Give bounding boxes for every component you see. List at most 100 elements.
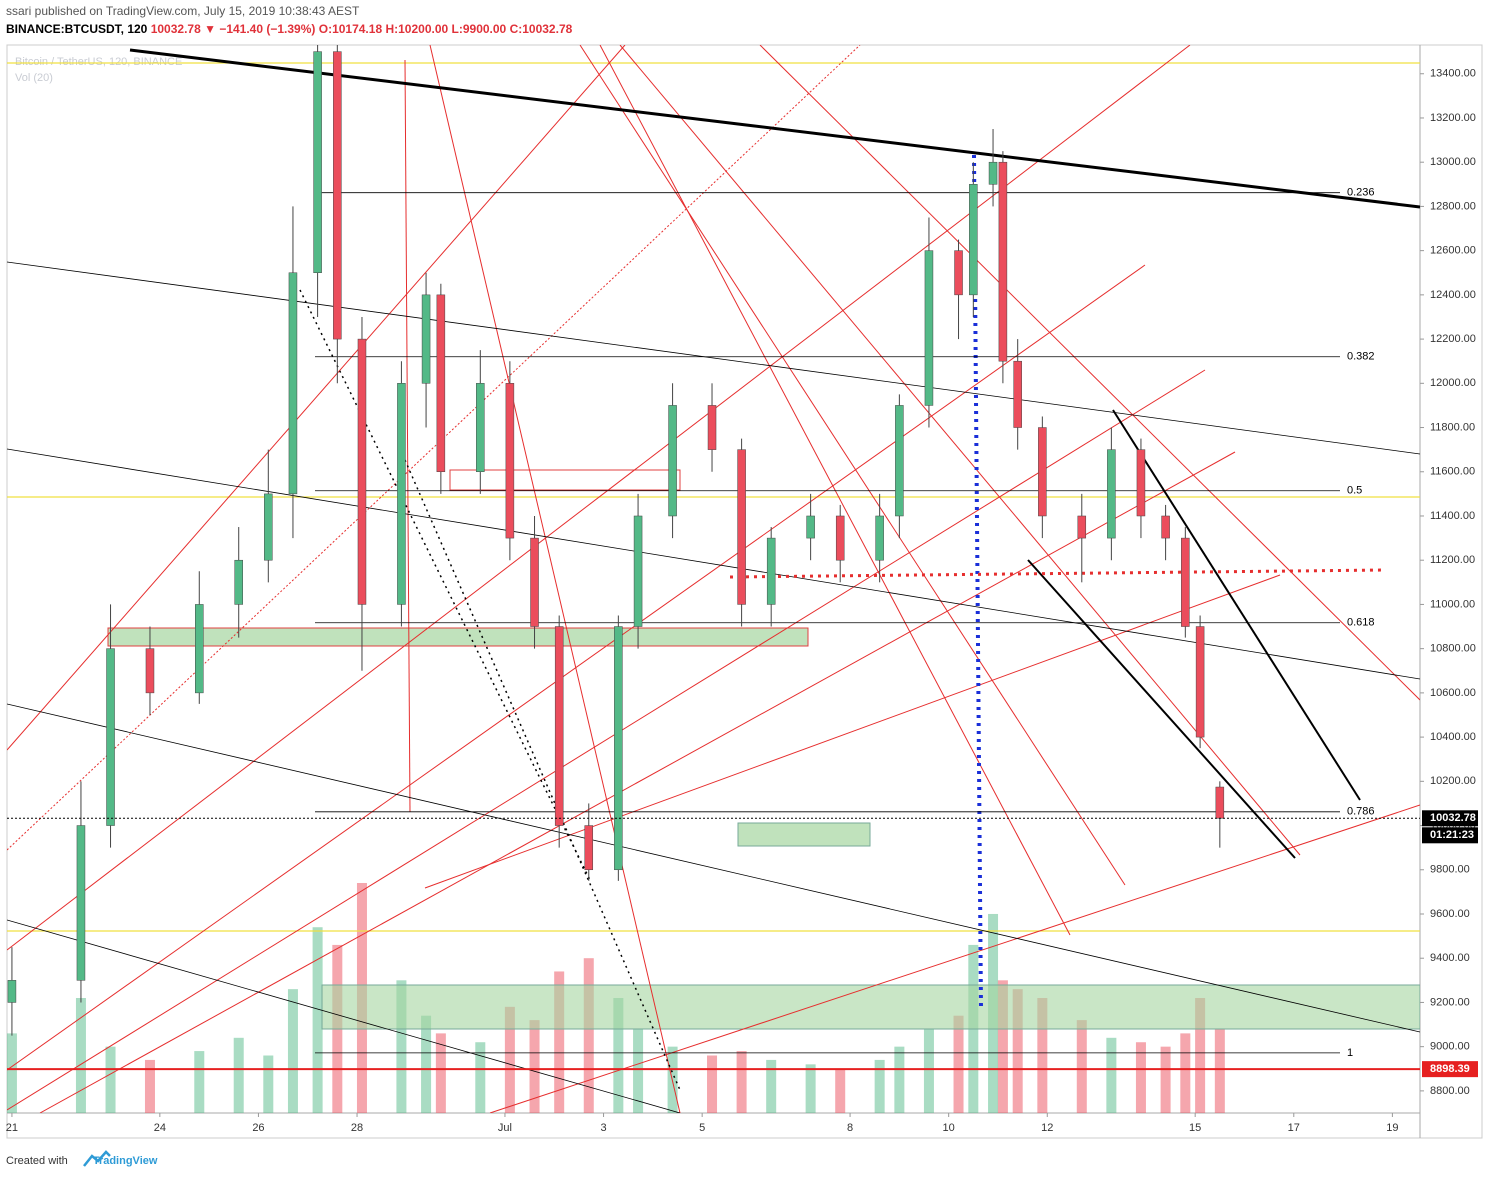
volume-bar xyxy=(923,1028,934,1113)
fib-layer: 0.236 0.382 0.5 0.618 0.786 1 xyxy=(315,187,1375,1059)
candle-body xyxy=(476,383,485,473)
candle-body xyxy=(1013,360,1022,428)
candle-body xyxy=(707,405,717,450)
y-tick-label: 10400.00 xyxy=(1430,731,1476,743)
y-tick-label: 9400.00 xyxy=(1430,952,1470,964)
support-box xyxy=(1422,1061,1478,1078)
volume-bar xyxy=(1106,1037,1117,1113)
fib-label: 0.786 xyxy=(1347,806,1375,818)
countdown-box xyxy=(1422,827,1478,844)
volume-bar xyxy=(312,927,323,1113)
support-label: 8898.39 xyxy=(1430,1063,1470,1075)
volume-label: Vol (20) xyxy=(15,72,53,84)
y-tick-label: 12200.00 xyxy=(1430,333,1476,345)
symbol-name: BINANCE:BTCUSDT, 120 xyxy=(6,22,148,36)
candle-body xyxy=(313,51,322,274)
volume-bar xyxy=(105,1046,116,1113)
candle-body xyxy=(633,515,643,627)
candle-body xyxy=(737,449,746,605)
y-tick-label: 9600.00 xyxy=(1430,908,1470,920)
volume-bar xyxy=(1135,1042,1146,1113)
volume-bar xyxy=(805,1064,816,1113)
candle-body xyxy=(76,825,86,981)
footer-text: Created with xyxy=(6,1155,68,1167)
candle-body xyxy=(357,338,367,605)
x-tick-label: 21 xyxy=(6,1122,18,1134)
candle-body xyxy=(614,626,623,871)
candle-body xyxy=(436,294,446,473)
zone xyxy=(737,822,871,847)
fib-label: 0.5 xyxy=(1347,485,1362,497)
y-tick-label: 9200.00 xyxy=(1430,996,1470,1008)
volume-bar xyxy=(435,1033,446,1113)
volume-bar xyxy=(75,998,86,1113)
candle-body xyxy=(234,559,243,605)
countdown: 01:21:23 xyxy=(1430,829,1474,841)
x-tick-label: Jul xyxy=(498,1122,512,1134)
x-tick-label: 26 xyxy=(252,1122,264,1134)
y-tick-label: 12600.00 xyxy=(1430,245,1476,257)
zone xyxy=(321,984,1420,1030)
candle-body xyxy=(1195,626,1205,738)
candle-body xyxy=(195,604,204,694)
volume-bar xyxy=(554,971,565,1113)
x-tick-label: 19 xyxy=(1386,1122,1398,1134)
y-tick-label: 13000.00 xyxy=(1430,156,1476,168)
candle-body xyxy=(1107,449,1116,539)
candle-body xyxy=(106,648,115,826)
black-trendlines xyxy=(7,48,1420,1113)
symbol: BINANCE:BTCUSDT, 120 10032.78 ▼ −141.40 … xyxy=(6,22,573,36)
axes: 8800.00 9000.00 9200.00 9400.00 9600.00 9800.… xyxy=(6,68,1478,1134)
fib-label: 0.236 xyxy=(1347,187,1375,199)
volume-bar xyxy=(475,1042,486,1113)
x-tick-label: 5 xyxy=(699,1122,705,1134)
zone xyxy=(449,469,681,491)
x-tick-label: 17 xyxy=(1288,1122,1300,1134)
x-tick-label: 24 xyxy=(154,1122,166,1134)
candle-body xyxy=(1136,449,1146,517)
y-tick-label: 11800.00 xyxy=(1430,421,1475,433)
y-tick-label: 12400.00 xyxy=(1430,289,1476,301)
low: L:9900.00 xyxy=(452,22,507,36)
volume-bar xyxy=(1214,1028,1225,1113)
candle-body xyxy=(505,383,515,539)
volume-bar xyxy=(263,1055,274,1113)
yellow-levels xyxy=(7,62,1420,932)
x-tick-label: 8 xyxy=(847,1122,853,1134)
candle-body xyxy=(7,980,17,1003)
volume-bar xyxy=(835,1068,846,1113)
y-tick-label: 13200.00 xyxy=(1430,112,1476,124)
change: ▼ −141.40 (−1.39%) xyxy=(204,22,315,36)
y-tick-label: 12800.00 xyxy=(1430,200,1476,212)
volume-bar xyxy=(997,980,1008,1113)
y-tick-label: 10600.00 xyxy=(1430,687,1476,699)
y-tick-label: 9000.00 xyxy=(1430,1041,1470,1053)
candle-body xyxy=(1215,786,1225,819)
candle-body xyxy=(766,537,776,605)
x-tick-label: 10 xyxy=(943,1122,955,1134)
volume-bar xyxy=(144,1059,155,1113)
frame xyxy=(6,44,1483,1139)
volume-bar xyxy=(613,998,624,1113)
candle-body xyxy=(988,161,998,185)
volume-bar xyxy=(1076,1020,1087,1113)
candle-body xyxy=(288,272,298,495)
candle-body xyxy=(1038,427,1047,517)
publisher: ssari published on TradingView.com, July… xyxy=(6,4,360,18)
x-tick-label: 15 xyxy=(1189,1122,1201,1134)
logo xyxy=(83,1150,111,1167)
last-price-box xyxy=(1422,810,1478,827)
candle-body xyxy=(895,405,904,517)
volume-bar xyxy=(707,1055,718,1113)
volume-bar xyxy=(396,980,407,1113)
volume-bar xyxy=(736,1051,747,1113)
volume-bar xyxy=(421,1015,432,1113)
x-tick-label: 28 xyxy=(351,1122,363,1134)
y-tick-label: 13400.00 xyxy=(1430,68,1476,80)
volume-bar xyxy=(1180,1033,1191,1113)
last-price-label: 10032.78 xyxy=(1430,812,1476,824)
footer: Created with TradingView xyxy=(6,1155,158,1167)
candle-body xyxy=(954,250,963,296)
